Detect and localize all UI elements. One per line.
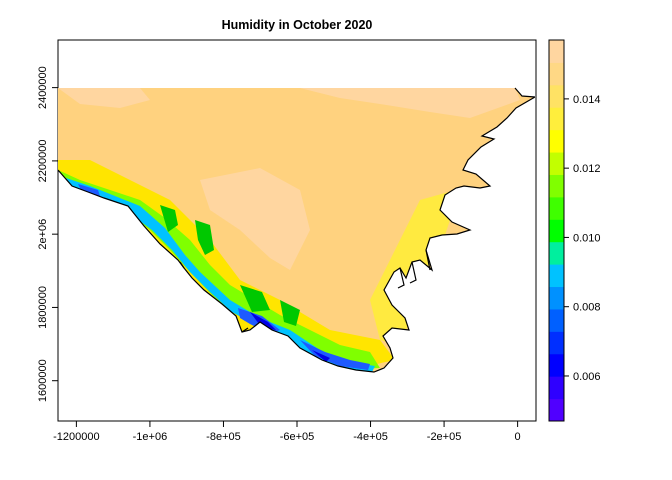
legend-frame (548, 39, 565, 422)
legend-tick-label: 0.010 (573, 232, 601, 244)
coastline (57, 87, 536, 373)
legend-color-step (549, 196, 564, 220)
legend-color-step (549, 286, 564, 310)
humidity-legend-colorbar (549, 40, 564, 422)
coastline-fjord-detail (179, 249, 431, 333)
dark-green-patches (160, 205, 300, 326)
legend-tick-label: 0.014 (573, 94, 601, 106)
legend-color-step (549, 264, 564, 288)
humidity-raster (58, 88, 535, 372)
y-tick-label: 1800000 (37, 286, 49, 329)
legend-color-step (549, 353, 564, 377)
x-tick-label: -1200000 (53, 431, 100, 443)
legend-color-step (549, 241, 564, 265)
y-tick-label: 2200000 (37, 139, 49, 182)
x-tick-label: -2e+05 (427, 431, 462, 443)
legend-tick-label: 0.008 (573, 302, 601, 314)
x-tick-label: -1e+06 (133, 431, 168, 443)
legend-color-step (549, 40, 564, 63)
legend-color-step (549, 376, 564, 400)
deep-blue-low-humidity-edge (250, 312, 330, 362)
map-title: Humidity in October 2020 (222, 18, 373, 32)
legend-color-step (549, 84, 564, 108)
legend-ticks: 0.006 0.008 0.010 0.012 0.014 (564, 94, 601, 383)
legend-color-step (549, 398, 564, 422)
x-tick-label: -4e+05 (353, 431, 388, 443)
legend-color-step (549, 152, 564, 175)
pale-high-humidity-area-north (300, 88, 520, 118)
legend-tick-label: 0.006 (573, 371, 601, 383)
x-tick-label: -6e+05 (280, 431, 315, 443)
pale-high-humidity-area-center (200, 168, 310, 270)
legend-color-step (549, 331, 564, 355)
legend-color-step (549, 219, 564, 243)
legend-color-step (549, 107, 564, 131)
y-tick-label: 2e+06 (37, 219, 49, 250)
x-axis: -1200000 -1e+06 -8e+05 -6e+05 -4e+05 -2e+05 0 (53, 421, 521, 443)
legend-color-step (549, 308, 564, 332)
x-tick-label: -8e+05 (206, 431, 241, 443)
legend-color-step (549, 62, 564, 86)
x-tick-label: 0 (515, 431, 521, 443)
pale-high-humidity-area-west (58, 88, 150, 108)
legend-color-step (549, 174, 564, 198)
y-axis: 1600000 1800000 2e+06 2200000 2400000 (37, 66, 58, 402)
y-tick-label: 1600000 (37, 359, 49, 402)
y-tick-label: 2400000 (37, 66, 49, 109)
legend-color-step (549, 129, 564, 153)
legend-tick-label: 0.012 (573, 163, 601, 175)
